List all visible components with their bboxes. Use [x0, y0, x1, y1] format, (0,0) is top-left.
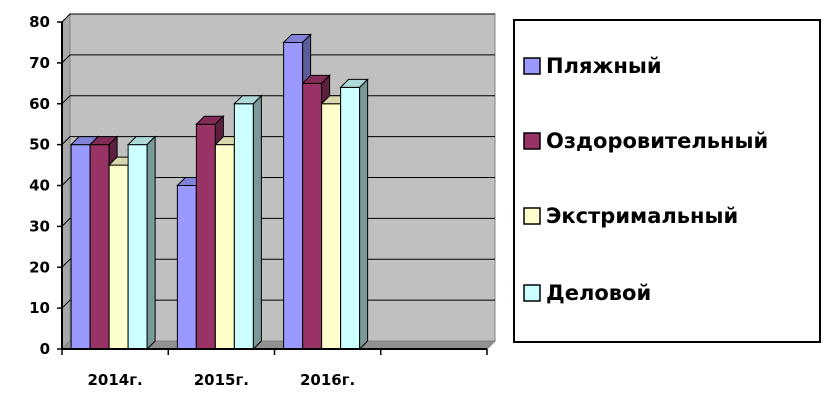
x-axis-ticks: 2014г. 2015г. 2016г.	[61, 349, 488, 389]
legend-swatch	[523, 207, 541, 225]
y-tick-label: 70	[29, 54, 50, 72]
bar-side	[146, 135, 156, 351]
legend-item: Пляжный	[523, 54, 662, 78]
bars	[69, 33, 369, 351]
legend-swatch	[523, 132, 541, 150]
y-tick-label: 60	[29, 95, 50, 113]
bar-front	[108, 164, 129, 350]
legend-swatch	[523, 284, 541, 302]
legend-box	[513, 19, 821, 343]
y-tick-label: 30	[29, 217, 50, 235]
bar-front	[195, 123, 216, 350]
bar-front	[283, 41, 304, 350]
legend-item: Оздоровительный	[523, 129, 768, 153]
y-tick-label: 40	[29, 177, 50, 195]
bar	[233, 94, 263, 351]
legend-item: Деловой	[523, 281, 651, 305]
bar-front	[233, 103, 254, 350]
legend-label: Деловой	[546, 281, 651, 305]
bar-front	[70, 144, 91, 350]
legend-label: Экстримальный	[546, 204, 738, 228]
x-tick-label: 2015г.	[194, 371, 249, 389]
y-tick-label: 10	[29, 299, 50, 317]
y-tick-label: 80	[29, 13, 50, 31]
bar-side	[359, 78, 369, 351]
bar-side	[252, 94, 262, 351]
legend-label: Пляжный	[546, 54, 662, 78]
bar-front	[89, 144, 110, 350]
bar-front	[302, 82, 323, 350]
x-tick-label: 2014г.	[87, 371, 142, 389]
gridline	[61, 54, 495, 64]
bar	[126, 135, 157, 351]
y-tick-label: 50	[29, 136, 50, 154]
y-axis-ticks: 0 10 20 30 40 50 60 70 80	[29, 13, 62, 358]
bar-front	[176, 185, 197, 350]
bar-front	[321, 103, 342, 350]
legend-swatch	[523, 57, 541, 75]
gridline	[61, 13, 495, 23]
legend: Пляжный Оздоровительный Экстримальный Делов…	[513, 19, 821, 343]
bar	[339, 78, 369, 351]
legend-label: Оздоровительный	[546, 129, 768, 153]
bar-front	[214, 144, 235, 350]
legend-item: Экстримальный	[523, 204, 738, 228]
bar-front	[340, 86, 361, 350]
bar-front	[127, 144, 148, 350]
y-tick-label: 20	[29, 258, 50, 276]
y-tick-label: 0	[40, 340, 50, 358]
x-tick-label: 2016г.	[300, 371, 355, 389]
